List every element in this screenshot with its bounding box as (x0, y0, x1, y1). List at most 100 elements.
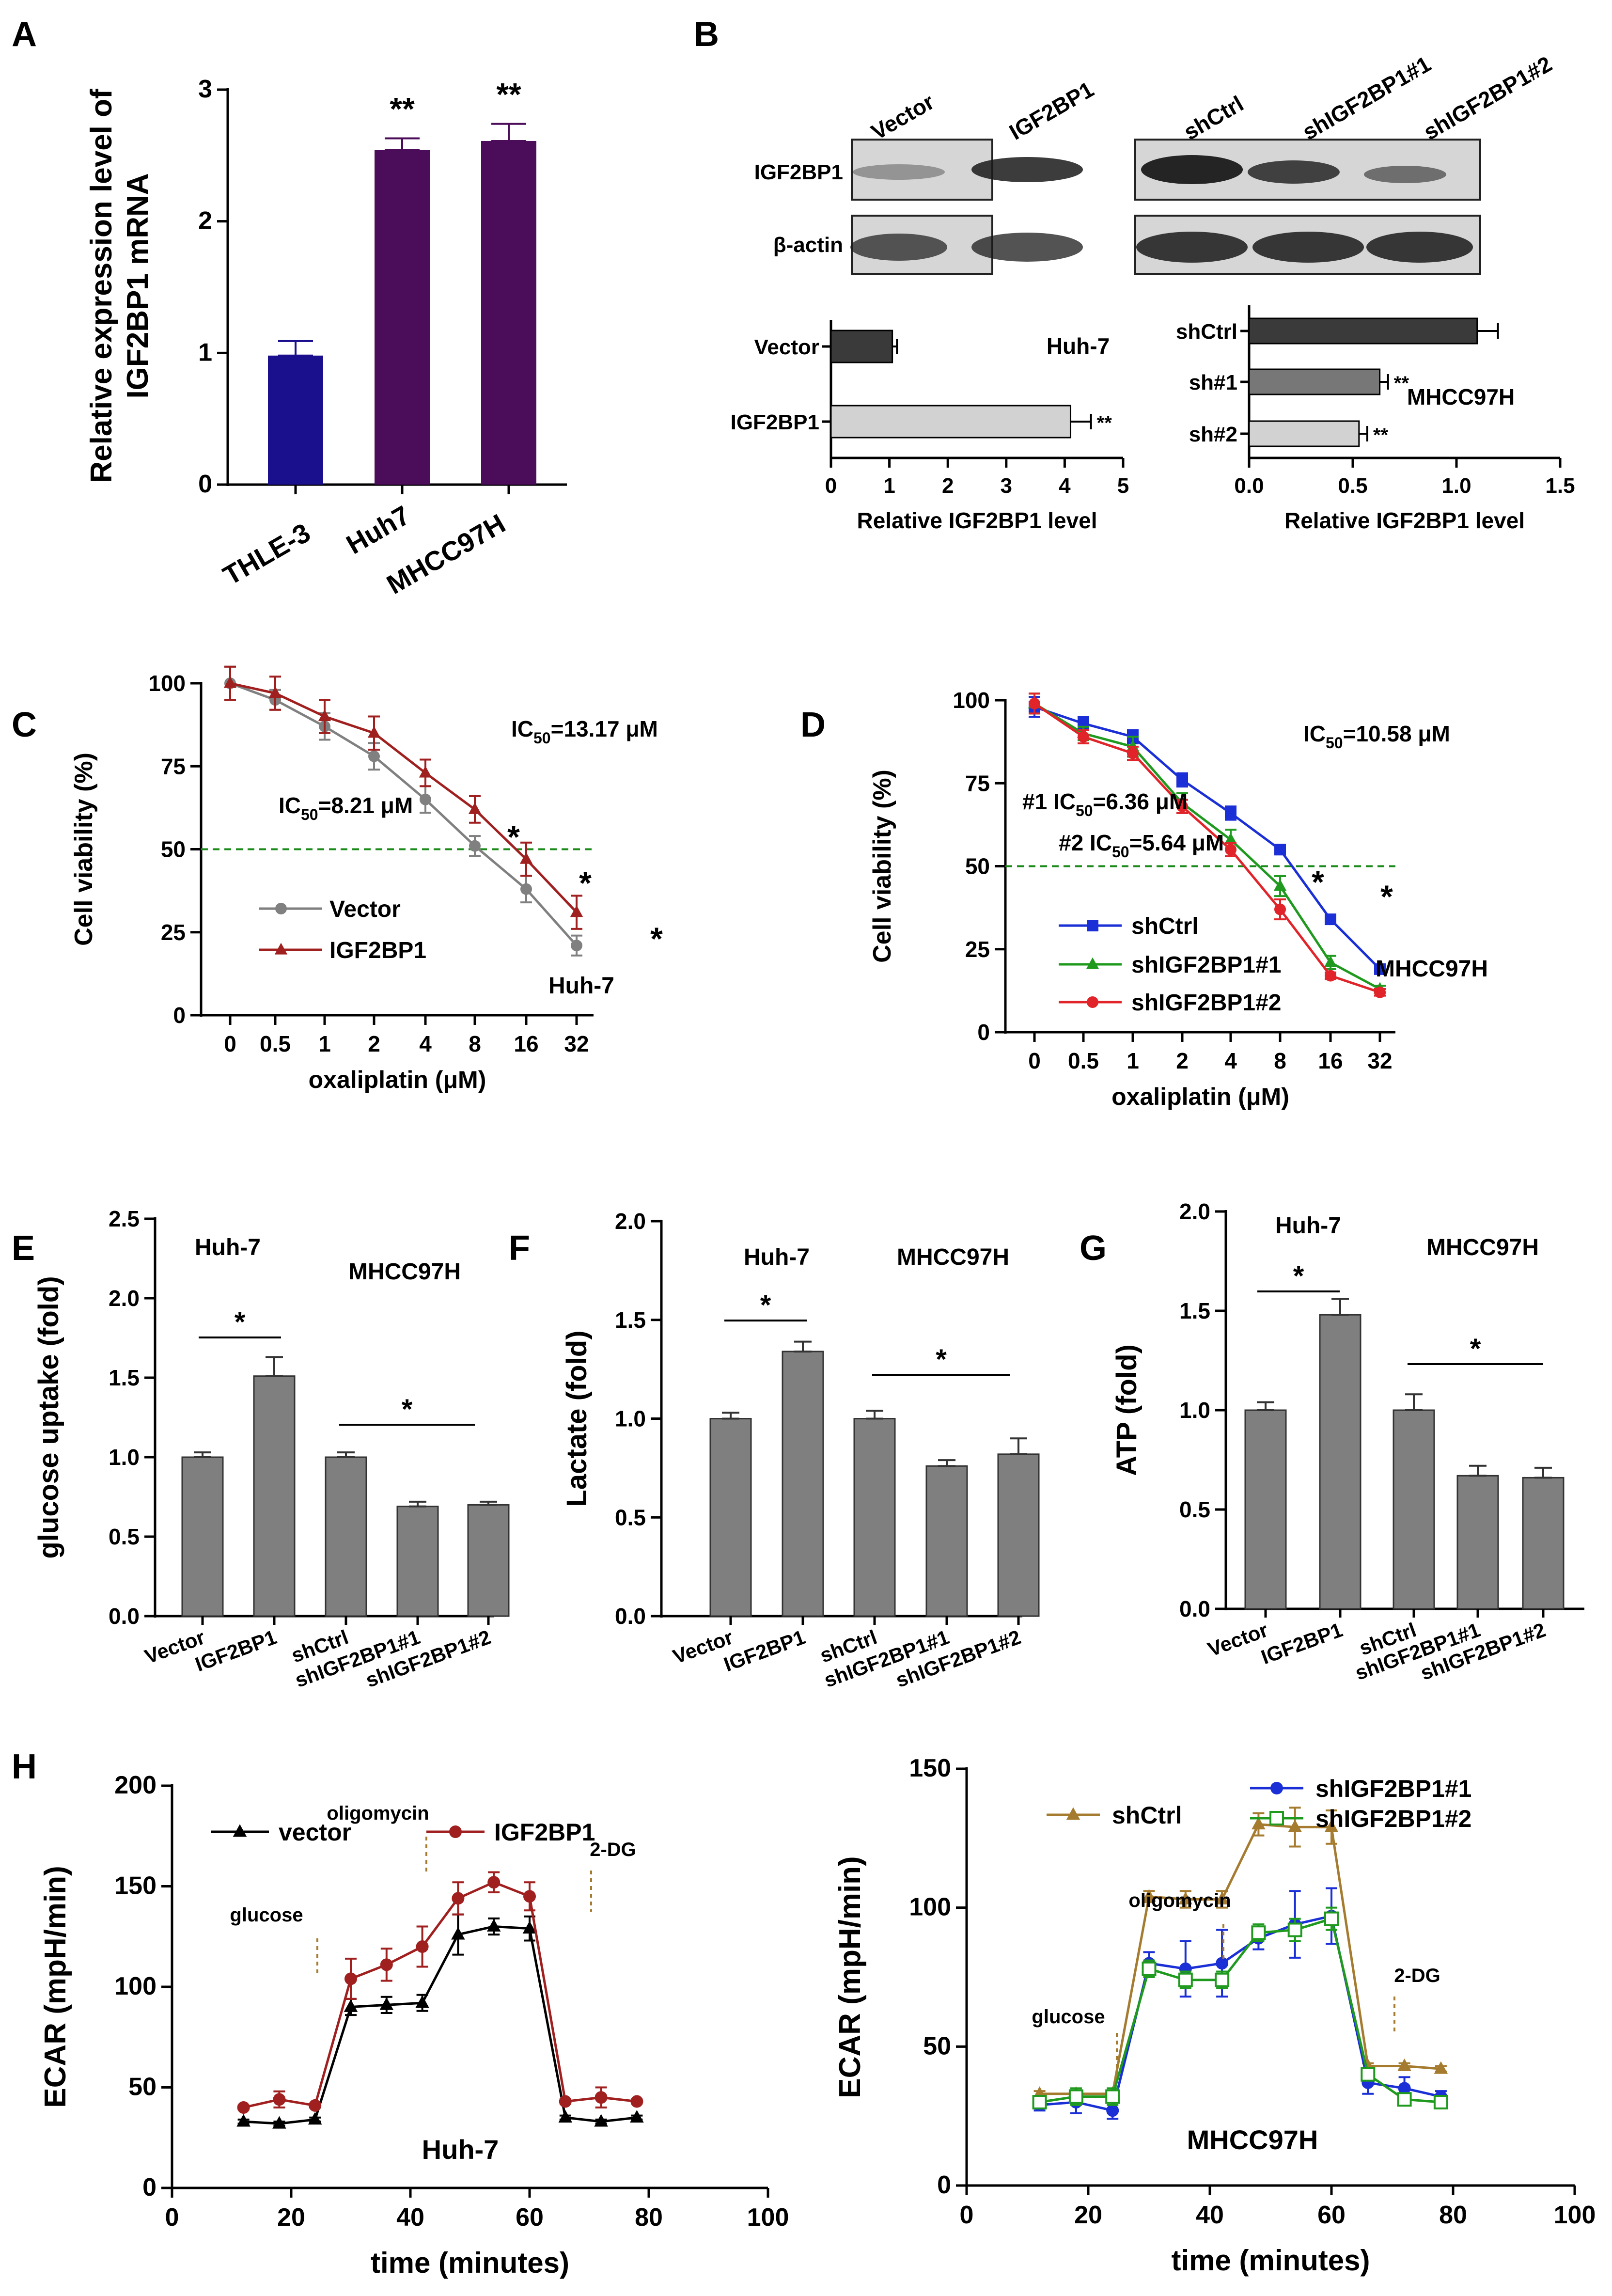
data-point (344, 1972, 357, 1985)
panel-letter-b: B (694, 15, 719, 54)
data-point (1325, 913, 1336, 926)
data-point (1287, 1922, 1302, 1937)
panel-letter-f: F (509, 1229, 530, 1268)
data-point (468, 802, 482, 814)
y-tick-label: 0.5 (1179, 1497, 1210, 1522)
protein-band (971, 157, 1083, 182)
significance-label: ** (390, 91, 415, 127)
bar (782, 1351, 824, 1617)
y-tick-label: 0 (937, 2171, 951, 2199)
chart-title: Huh-7 (422, 2134, 499, 2165)
y-tick-label: 50 (128, 2073, 157, 2101)
bar (830, 330, 893, 363)
y-tick-label: 150 (114, 1872, 157, 1900)
data-point (630, 2095, 643, 2108)
panel-d-chart: 0 25 50 75 100 0 0.5 1 2 4 8 16 32 oxaliplatin (μM) Ce… (868, 688, 1488, 1110)
ic50-prefix: IC (1303, 721, 1326, 746)
y-tick-label: 2.5 (109, 1206, 140, 1231)
legend-marker (275, 903, 287, 914)
legend-marker (1270, 1782, 1283, 1794)
bar (1244, 1409, 1287, 1610)
x-tick-label: 16 (1318, 1048, 1343, 1073)
group-label-mhcc97h: MHCC97H (1426, 1235, 1539, 1260)
bar (925, 1465, 968, 1617)
injection-label-dg: 2-DG (1394, 1965, 1440, 1986)
series-line-IGF2BP1 (230, 682, 578, 913)
bar (1522, 1477, 1565, 1610)
panel-h-mhcc97h-chart: 0 50 100 150 0 20 40 60 80 100 glucose oligomycin 2-… (833, 1754, 1596, 2277)
x-tick-label: 20 (277, 2203, 305, 2232)
x-tick-label: 8 (1274, 1048, 1286, 1073)
bar (1248, 420, 1360, 447)
panel-letter-g: G (1080, 1229, 1107, 1268)
y-tick-label: 0.5 (109, 1524, 140, 1549)
y-tick-label: 0.0 (109, 1604, 140, 1629)
x-tick-label: 32 (564, 1031, 589, 1056)
data-point (272, 2116, 286, 2129)
x-tick-label: 2 (368, 1031, 380, 1056)
lane-label: Vector (867, 89, 939, 144)
data-point (415, 1995, 429, 2008)
data-point (1032, 2095, 1047, 2109)
protein-band (971, 233, 1083, 262)
x-axis-label: Relative IGF2BP1 level (1284, 508, 1525, 533)
protein-band (1364, 166, 1446, 183)
y-tick-label: 25 (965, 937, 990, 962)
lane-label: IGF2BP1 (1005, 77, 1098, 145)
data-point (1142, 1889, 1156, 1902)
y-tick-label: 100 (953, 688, 990, 713)
bar (1393, 1409, 1435, 1610)
legend-marker (1087, 920, 1098, 931)
ic50-value: =10.58 μM (1343, 721, 1450, 746)
ic50-subscript: 50 (1326, 734, 1343, 752)
significance-star: * (402, 1394, 413, 1425)
y-tick-label: 1.5 (109, 1365, 140, 1390)
ic50-label: #2 IC50=5.64 μM (1059, 830, 1224, 861)
data-point (1434, 2061, 1448, 2074)
significance-star: * (1470, 1333, 1481, 1365)
x-axis-label: time (minutes) (1171, 2244, 1370, 2277)
y-tick-label: 1.5 (615, 1307, 646, 1333)
category-label: IGF2BP1 (720, 1625, 808, 1676)
data-point (1374, 963, 1386, 975)
legend-marker (1066, 1807, 1080, 1820)
x-tick-label: 0.5 (260, 1031, 291, 1056)
x-tick-label: 0 (165, 2203, 179, 2232)
injection-label-glucose: glucose (230, 1904, 303, 1926)
significance-star: * (579, 865, 592, 901)
series-line-shCtrl (1039, 1823, 1441, 2095)
data-point (630, 2110, 644, 2123)
data-point (1251, 1925, 1266, 1940)
legend-label: shCtrl (1112, 1802, 1182, 1829)
data-point (1325, 970, 1336, 982)
data-point (1225, 844, 1236, 856)
category-label: IGF2BP1 (1258, 1618, 1346, 1668)
y-tick-label: 200 (114, 1771, 157, 1799)
significance-star: * (936, 1344, 947, 1375)
significance-label: ** (1373, 425, 1389, 446)
legend-marker (274, 943, 288, 955)
ic50-label: IC50=8.21 μM (279, 793, 413, 823)
y-axis-label: Cell viability (%) (868, 770, 896, 963)
y-axis-label: ATP (fold) (1111, 1344, 1142, 1476)
data-point (486, 1919, 501, 1932)
data-point (416, 1940, 429, 1953)
x-tick-label: 80 (1439, 2201, 1467, 2229)
y-axis-label-line2: IGF2BP1 mRNA (121, 173, 155, 398)
data-point (452, 1892, 465, 1905)
bar (709, 1418, 752, 1617)
group-label-mhcc97h: MHCC97H (348, 1259, 461, 1285)
x-tick-label: 60 (1317, 2201, 1346, 2229)
significance-label: ** (496, 77, 521, 112)
data-point (469, 840, 481, 852)
data-point (1274, 903, 1286, 915)
panel-letter-e: E (12, 1229, 35, 1268)
series-line-Vector (230, 682, 578, 946)
x-tick-label: 1.5 (1545, 474, 1575, 498)
category-label: IGF2BP1 (192, 1625, 280, 1676)
x-axis-label: time (minutes) (371, 2247, 569, 2279)
bar (396, 1506, 439, 1617)
data-point (1361, 2067, 1376, 2082)
